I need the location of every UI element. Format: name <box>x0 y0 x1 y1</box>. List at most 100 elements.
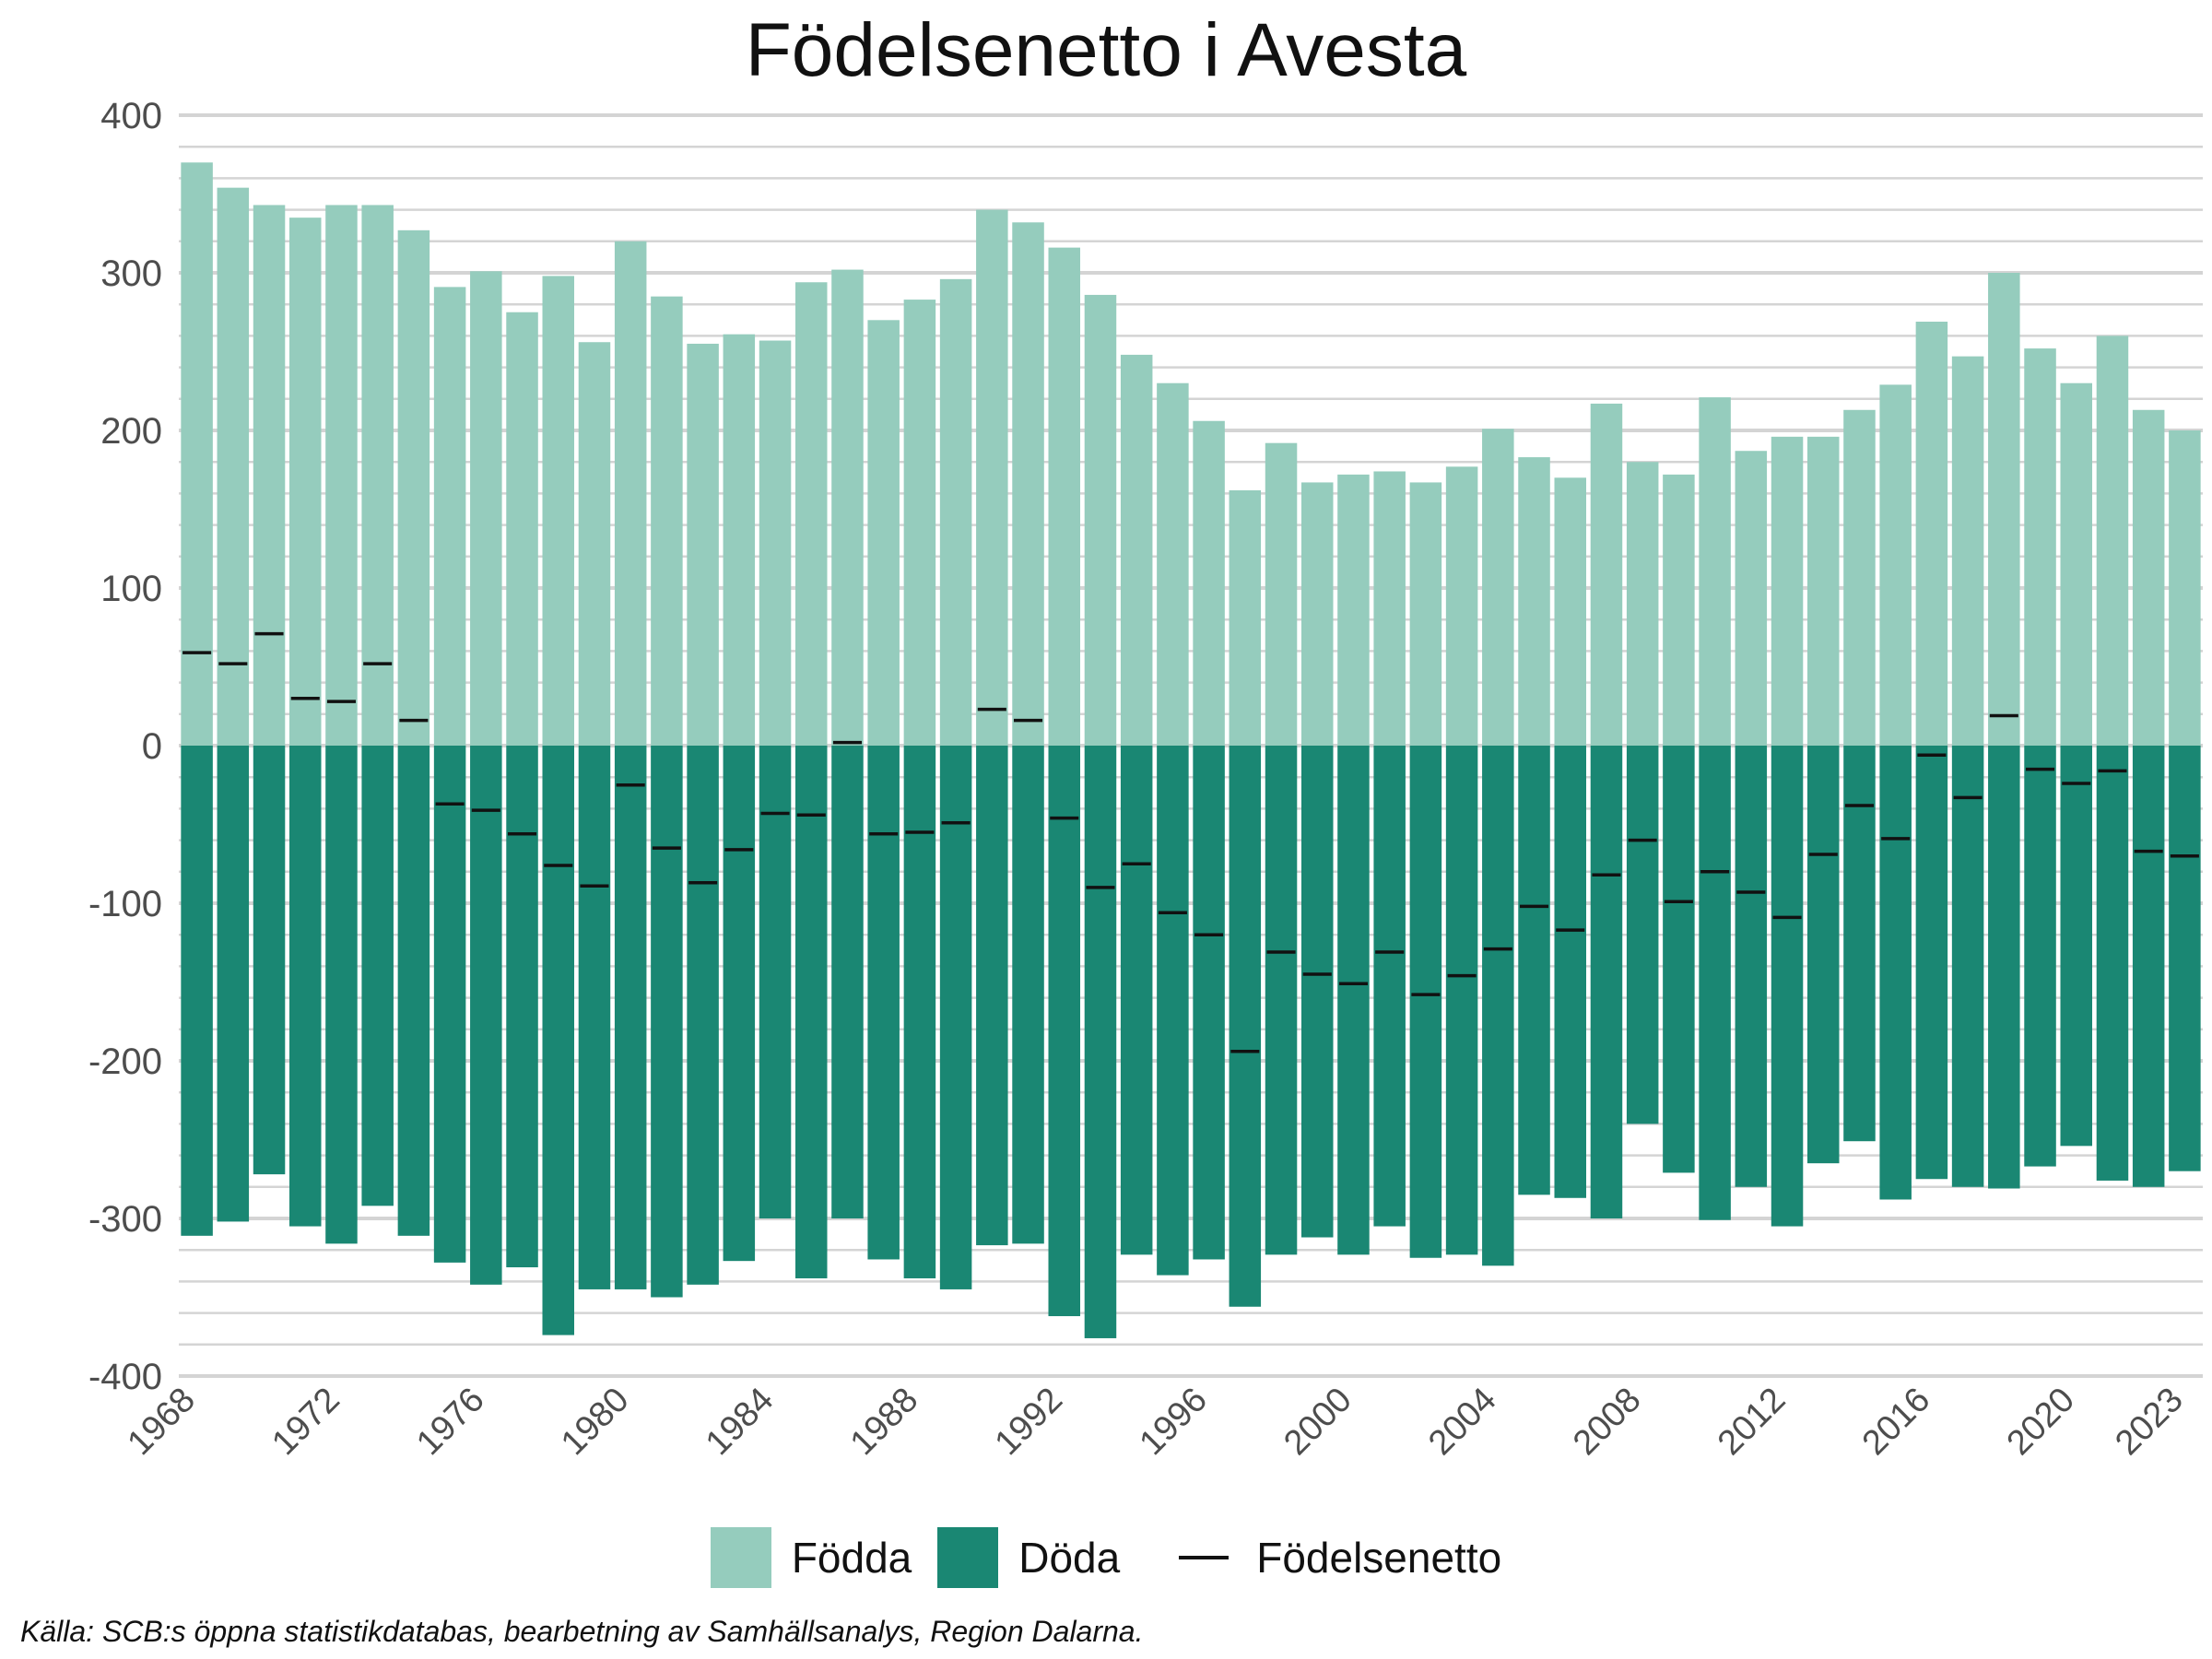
bar-doda-1991 <box>1012 746 1044 1244</box>
bars <box>181 162 2201 1338</box>
bar-doda-2022 <box>2132 746 2165 1187</box>
bar-fodda-2019 <box>2024 348 2056 746</box>
bar-fodda-2003 <box>1445 466 1478 746</box>
bar-doda-1998 <box>1265 746 1298 1255</box>
x-tick-label: 2016 <box>1855 1381 1937 1463</box>
bar-fodda-1972 <box>325 205 358 747</box>
y-tick-label: -100 <box>88 884 162 924</box>
bar-doda-2011 <box>1735 746 1768 1187</box>
bar-fodda-1978 <box>542 276 575 746</box>
bar-fodda-1975 <box>433 287 466 746</box>
bar-doda-1987 <box>867 746 900 1260</box>
bar-fodda-1969 <box>217 187 250 746</box>
bar-fodda-1977 <box>506 312 538 746</box>
bar-fodda-1988 <box>903 300 936 746</box>
bar-fodda-2011 <box>1735 451 1768 746</box>
bar-doda-2010 <box>1699 746 1731 1220</box>
legend-swatch-fodda <box>710 1527 771 1588</box>
bar-fodda-2021 <box>2096 335 2129 746</box>
x-tick-label: 2008 <box>1566 1381 1648 1463</box>
bar-fodda-1971 <box>288 218 322 746</box>
bar-doda-2017 <box>1951 746 1984 1187</box>
legend-label-doda: Döda <box>1018 1534 1121 1582</box>
bar-doda-1995 <box>1157 746 1189 1276</box>
x-tick-label: 1996 <box>1132 1381 1214 1463</box>
bar-doda-1999 <box>1300 746 1334 1238</box>
bar-doda-1974 <box>397 746 430 1236</box>
bar-doda-2008 <box>1626 746 1659 1124</box>
bar-doda-1988 <box>903 746 936 1278</box>
bar-doda-2018 <box>1988 746 2020 1189</box>
y-tick-label: 0 <box>142 726 162 767</box>
bar-doda-2009 <box>1663 746 1695 1173</box>
bar-fodda-2007 <box>1590 403 1623 746</box>
bar-fodda-2022 <box>2132 409 2165 746</box>
bar-doda-1989 <box>939 746 972 1289</box>
bar-fodda-2004 <box>1482 429 1514 746</box>
bar-doda-2012 <box>1771 746 1804 1227</box>
bar-doda-2020 <box>2060 746 2093 1147</box>
bar-doda-1979 <box>578 746 611 1289</box>
bar-doda-1976 <box>470 746 502 1285</box>
x-tick-label: 2012 <box>1711 1381 1793 1463</box>
y-tick-label: 400 <box>100 96 162 136</box>
bar-doda-1977 <box>506 746 538 1268</box>
x-tick-label: 2023 <box>2108 1381 2190 1463</box>
legend-label-fodda: Födda <box>791 1534 912 1582</box>
bar-fodda-1979 <box>578 342 611 746</box>
y-axis: 400 300 200 100 0 -100 -200 -300 -400 <box>88 96 162 1397</box>
bar-fodda-2023 <box>2169 430 2201 746</box>
bar-fodda-2000 <box>1337 474 1370 746</box>
x-tick-label: 1984 <box>699 1381 781 1463</box>
bar-fodda-1990 <box>976 209 1008 747</box>
bar-doda-1980 <box>614 746 647 1289</box>
x-tick-label: 1976 <box>409 1381 491 1463</box>
bar-doda-1997 <box>1229 746 1262 1307</box>
bar-doda-1973 <box>361 746 394 1206</box>
bar-doda-2023 <box>2169 746 2201 1171</box>
bar-doda-2005 <box>1518 746 1550 1195</box>
bar-doda-1992 <box>1048 746 1081 1317</box>
x-tick-label: 2004 <box>1421 1381 1503 1463</box>
bar-doda-2003 <box>1445 746 1478 1255</box>
bar-doda-1978 <box>542 746 575 1335</box>
bar-doda-2019 <box>2024 746 2056 1167</box>
x-tick-label: 1972 <box>265 1381 347 1463</box>
bar-fodda-1995 <box>1157 382 1189 746</box>
y-tick-label: 100 <box>100 569 162 609</box>
bar-fodda-2005 <box>1518 457 1550 746</box>
bar-fodda-1981 <box>651 296 683 746</box>
legend: Födda Döda Födelsenetto <box>0 1521 2212 1594</box>
bar-fodda-2020 <box>2060 382 2093 746</box>
y-tick-label: -300 <box>88 1199 162 1240</box>
bar-fodda-2017 <box>1951 356 1984 746</box>
bar-doda-2016 <box>1915 746 1948 1180</box>
bar-fodda-1999 <box>1300 482 1334 746</box>
y-tick-label: -400 <box>88 1357 162 1397</box>
bar-doda-1969 <box>217 746 250 1222</box>
source-note: Källa: SCB:s öppna statistikdatabas, bea… <box>20 1615 1144 1648</box>
bar-fodda-1992 <box>1048 247 1081 746</box>
bar-doda-2013 <box>1806 746 1840 1164</box>
bar-fodda-2006 <box>1554 477 1587 746</box>
bar-fodda-1993 <box>1084 294 1117 746</box>
bar-doda-2000 <box>1337 746 1370 1255</box>
chart-title: Födelsenetto i Avesta <box>745 8 1467 92</box>
legend-line-fodelsenetto <box>1179 1556 1230 1559</box>
bar-doda-2015 <box>1879 746 1912 1200</box>
bar-doda-1982 <box>687 746 719 1285</box>
bar-doda-2004 <box>1482 746 1514 1266</box>
bar-fodda-1998 <box>1265 442 1298 746</box>
bar-doda-1970 <box>253 746 286 1175</box>
bar-doda-2006 <box>1554 746 1587 1198</box>
bar-doda-2021 <box>2096 746 2129 1181</box>
bar-fodda-1974 <box>397 229 430 746</box>
x-tick-label: 2020 <box>2000 1381 2082 1463</box>
bar-fodda-2002 <box>1409 482 1442 746</box>
bar-fodda-1987 <box>867 320 900 746</box>
bar-fodda-2010 <box>1699 397 1731 746</box>
x-tick-label: 1980 <box>554 1381 636 1463</box>
bar-fodda-1986 <box>831 269 864 747</box>
bar-fodda-1984 <box>759 340 792 746</box>
x-tick-label: 2000 <box>1277 1381 1359 1463</box>
